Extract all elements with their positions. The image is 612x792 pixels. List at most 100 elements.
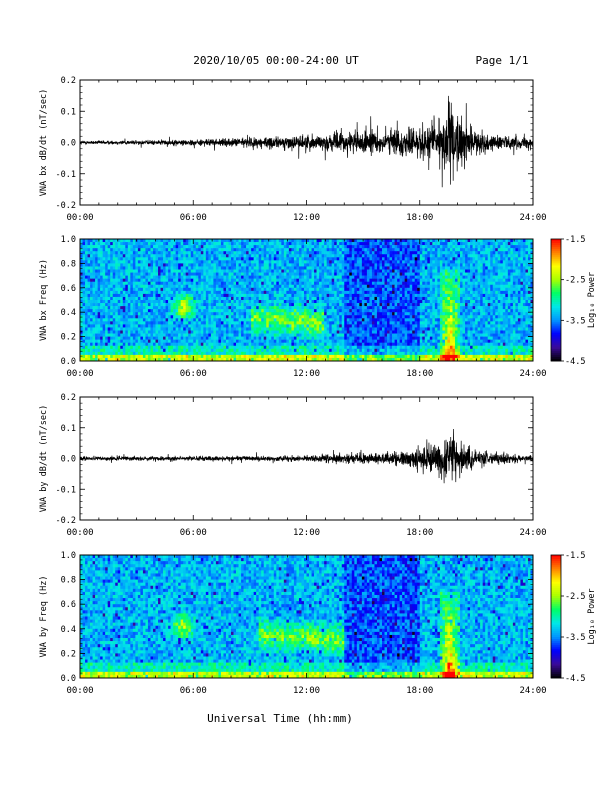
heatmap-cell — [105, 266, 108, 270]
heatmap-cell — [100, 290, 103, 295]
heatmap-cell — [460, 318, 463, 322]
heatmap-cell — [437, 251, 441, 255]
heatmap-cell — [382, 290, 385, 295]
heatmap-cell — [309, 239, 312, 243]
heatmap-cell — [100, 251, 103, 255]
heatmap-cell — [132, 293, 136, 298]
heatmap-cell — [82, 260, 86, 264]
heatmap-cell — [140, 239, 144, 243]
heatmap-cell — [392, 266, 395, 270]
heatmap-cell — [374, 275, 378, 279]
heatmap-cell — [429, 318, 433, 322]
heatmap-cell — [283, 248, 287, 252]
heatmap-cell — [303, 278, 307, 282]
heatmap-cell — [427, 248, 431, 252]
heatmap-cell — [278, 290, 282, 295]
heatmap-cell — [452, 254, 456, 258]
heatmap-cell — [193, 278, 197, 282]
heatmap-cell — [480, 293, 483, 298]
heatmap-cell — [163, 278, 166, 282]
heatmap-cell — [419, 290, 423, 295]
heatmap-cell — [336, 248, 340, 252]
heatmap-cell — [334, 275, 337, 279]
heatmap-cell — [369, 272, 373, 276]
heatmap-cell — [475, 303, 478, 307]
heatmap-cell — [188, 263, 192, 267]
heatmap-cell — [268, 296, 272, 301]
heatmap-cell — [462, 269, 466, 273]
heatmap-cell — [520, 287, 524, 292]
heatmap-cell — [190, 275, 194, 279]
heatmap-cell — [495, 239, 499, 243]
heatmap-cell — [502, 287, 506, 292]
heatmap-cell — [366, 309, 370, 313]
heatmap-cell — [485, 239, 488, 243]
heatmap-cell — [195, 296, 199, 301]
heatmap-cell — [351, 242, 355, 246]
heatmap-cell — [517, 242, 521, 246]
heatmap-cell — [371, 272, 375, 276]
heatmap-cell — [434, 260, 438, 264]
heatmap-cell — [163, 269, 166, 273]
heatmap-cell — [188, 239, 192, 243]
heatmap-cell — [163, 251, 166, 255]
heatmap-cell — [344, 293, 348, 298]
heatmap-cell — [339, 260, 343, 264]
heatmap-cell — [371, 300, 375, 304]
heatmap-cell — [288, 272, 292, 276]
heatmap-cell — [268, 309, 272, 313]
heatmap-cell — [273, 293, 277, 298]
heatmap-cell — [424, 290, 428, 295]
heatmap-cell — [515, 245, 519, 249]
heatmap-cell — [263, 284, 267, 289]
heatmap-cell — [258, 300, 262, 304]
heatmap-cell — [100, 263, 103, 267]
heatmap-cell — [507, 300, 511, 304]
heatmap-cell — [276, 300, 280, 304]
heatmap-cell — [135, 272, 139, 276]
heatmap-cell — [364, 248, 368, 252]
heatmap-cell — [492, 263, 496, 267]
heatmap-cell — [379, 306, 383, 310]
heatmap-cell — [200, 248, 204, 252]
heatmap-cell — [243, 263, 247, 267]
heatmap-cell — [112, 239, 116, 243]
heatmap-cell — [522, 312, 526, 316]
heatmap-cell — [502, 284, 506, 289]
heatmap-cell — [142, 272, 146, 276]
heatmap-cell — [296, 254, 300, 258]
heatmap-cell — [130, 287, 134, 292]
heatmap-cell — [505, 269, 509, 273]
heatmap-cell — [205, 293, 209, 298]
heatmap-cell — [168, 275, 171, 279]
heatmap-cell — [180, 272, 184, 276]
heatmap-cell — [371, 318, 375, 322]
heatmap-cell — [82, 306, 86, 310]
heatmap-cell — [349, 284, 353, 289]
heatmap-cell — [125, 272, 129, 276]
heatmap-cell — [485, 260, 488, 264]
heatmap-cell — [366, 248, 370, 252]
heatmap-cell — [437, 275, 441, 279]
heatmap-cell — [145, 263, 149, 267]
heatmap-cell — [198, 312, 202, 316]
heatmap-cell — [296, 239, 300, 243]
heatmap-cell — [228, 303, 232, 307]
heatmap-cell — [444, 287, 448, 292]
heatmap-cell — [439, 296, 443, 301]
heatmap-cell — [364, 266, 368, 270]
heatmap-cell — [251, 309, 254, 313]
heatmap-cell — [208, 312, 212, 316]
heatmap-cell — [253, 287, 257, 292]
heatmap-cell — [309, 272, 312, 276]
heatmap-cell — [379, 245, 383, 249]
heatmap-cell — [497, 303, 501, 307]
heatmap-cell — [273, 269, 277, 273]
heatmap-cell — [460, 309, 463, 313]
heatmap-cell — [163, 248, 166, 252]
heatmap-cell — [334, 248, 337, 252]
heatmap-cell — [510, 290, 514, 295]
heatmap-cell — [457, 263, 461, 267]
heatmap-cell — [225, 239, 229, 243]
heatmap-cell — [319, 306, 322, 310]
